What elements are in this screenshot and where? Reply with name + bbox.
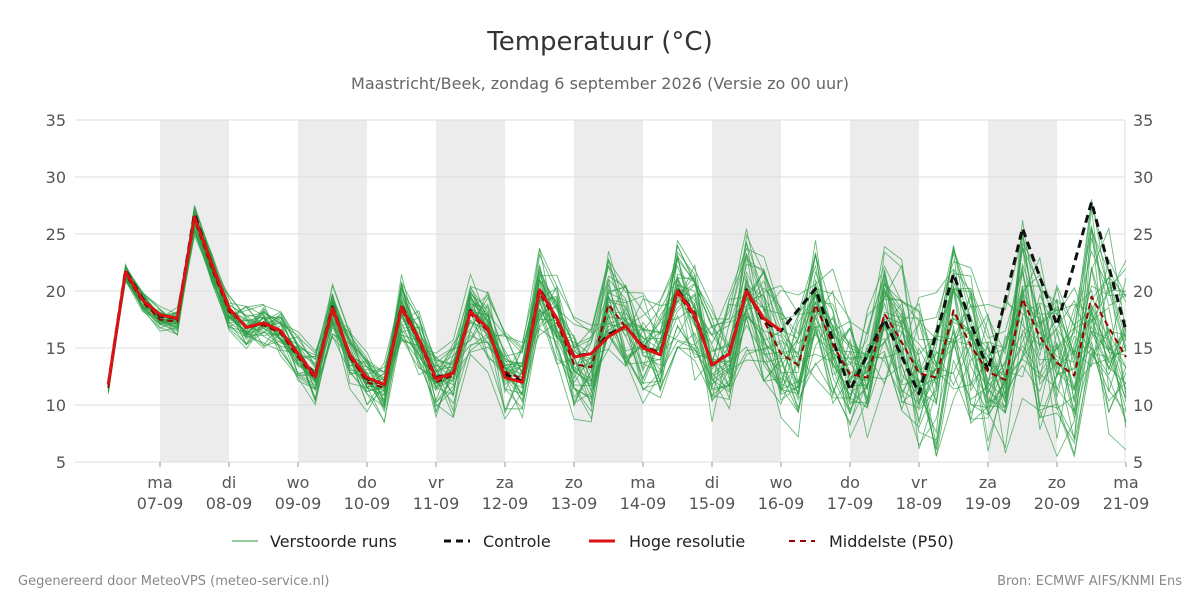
ensemble-run-line [107,219,1127,416]
x-tick-day: di [222,473,237,492]
footer-generator: Gegenereerd door MeteoVPS (meteo-service… [18,574,329,589]
y-tick-label-left: 25 [46,225,66,244]
x-tick-date: 21-09 [1103,494,1150,513]
y-tick-label-left: 5 [56,453,66,472]
legend: Verstoorde runs Controle Hoge resolutie … [232,532,954,551]
y-tick-label-left: 30 [46,168,66,187]
footer-source: Bron: ECMWF AIFS/KNMI Ens [997,574,1182,589]
y-tick-label-right: 25 [1133,225,1153,244]
x-tick-date: 07-09 [137,494,184,513]
chart-title: Temperatuur (°C) [486,27,712,57]
y-tick-label-left: 15 [46,339,66,358]
x-tick-date: 17-09 [827,494,874,513]
ensemble-run-line [107,231,1127,458]
x-tick-day: do [840,473,860,492]
legend-item-hires[interactable]: Hoge resolutie [589,532,745,551]
x-tick-day: ma [630,473,655,492]
x-tick-date: 12-09 [482,494,529,513]
x-tick-date: 19-09 [965,494,1012,513]
x-tick-date: 18-09 [896,494,943,513]
x-tick-day: zo [1048,473,1066,492]
ensemble-run-line [107,202,1127,389]
y-axis-left: 5 10 15 20 25 30 35 [46,111,66,472]
x-tick-date: 08-09 [206,494,253,513]
legend-label-control: Controle [483,532,551,551]
x-tick-day: do [357,473,377,492]
x-tick-date: 15-09 [689,494,736,513]
x-tick-date: 09-09 [275,494,322,513]
x-tick-day: vr [428,473,444,492]
y-axis-right: 5 10 15 20 25 30 35 [1133,111,1153,472]
x-axis: ma 07-09 di 08-09 wo 09-09 do 10-09 vr 11-09 za 12-… [137,462,1150,513]
legend-label-ensemble: Verstoorde runs [270,532,397,551]
x-tick-day: za [979,473,997,492]
ensemble-run-line [107,214,1127,414]
hires-line [106,215,782,386]
x-tick-day: wo [287,473,310,492]
x-tick-date: 20-09 [1034,494,1081,513]
y-tick-label-right: 5 [1133,453,1143,472]
ensemble-run-line [107,210,1127,406]
ensemble-run-line [107,213,1127,420]
ensemble-run-line [107,220,1127,428]
legend-item-median[interactable]: Middelste (P50) [789,532,954,551]
y-tick-label-left: 20 [46,282,66,301]
y-tick-label-right: 30 [1133,168,1153,187]
x-tick-day: ma [1113,473,1138,492]
x-tick-date: 13-09 [551,494,598,513]
x-tick-day: vr [911,473,927,492]
y-tick-label-right: 15 [1133,339,1153,358]
x-tick-day: za [496,473,514,492]
y-tick-label-left: 35 [46,111,66,130]
y-tick-label-right: 35 [1133,111,1153,130]
x-tick-day: wo [770,473,793,492]
y-tick-label-right: 10 [1133,396,1153,415]
y-tick-label-right: 20 [1133,282,1153,301]
legend-item-ensemble[interactable]: Verstoorde runs [232,532,397,551]
ensemble-run-line [107,218,1127,450]
ensemble-run-line [107,199,1127,389]
y-tick-label-left: 10 [46,396,66,415]
x-tick-date: 11-09 [413,494,460,513]
legend-label-hires: Hoge resolutie [629,532,745,551]
chart-subtitle: Maastricht/Beek, zondag 6 september 2026… [351,74,849,93]
x-tick-date: 10-09 [344,494,391,513]
main-series [106,200,1128,396]
x-tick-date: 16-09 [758,494,805,513]
median-line [107,218,1127,389]
legend-label-median: Middelste (P50) [829,532,954,551]
legend-item-control[interactable]: Controle [444,532,551,551]
x-tick-date: 14-09 [620,494,667,513]
x-tick-day: ma [147,473,172,492]
x-tick-day: zo [565,473,583,492]
x-tick-day: di [705,473,720,492]
